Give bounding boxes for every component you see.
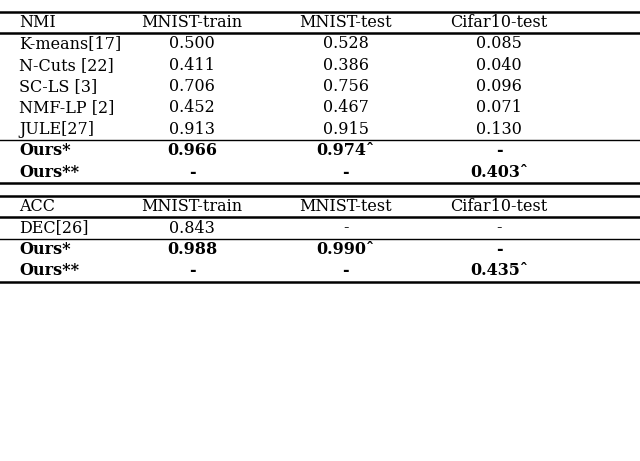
Text: ACC: ACC: [19, 198, 55, 215]
Text: 0.096: 0.096: [476, 78, 522, 95]
Text: -: -: [343, 219, 348, 236]
Text: 0.974ˆ: 0.974ˆ: [317, 142, 374, 160]
Text: Cifar10-test: Cifar10-test: [451, 14, 548, 31]
Text: -: -: [342, 164, 349, 181]
Text: Ours**: Ours**: [19, 164, 79, 181]
Text: -: -: [497, 219, 502, 236]
Text: MNIST-test: MNIST-test: [300, 14, 392, 31]
Text: 0.990ˆ: 0.990ˆ: [317, 241, 374, 258]
Text: MNIST-train: MNIST-train: [141, 14, 243, 31]
Text: 0.452: 0.452: [169, 100, 215, 117]
Text: 0.915: 0.915: [323, 121, 369, 138]
Text: 0.130: 0.130: [476, 121, 522, 138]
Text: DEC[26]: DEC[26]: [19, 219, 89, 236]
Text: 0.706: 0.706: [169, 78, 215, 95]
Text: Ours**: Ours**: [19, 262, 79, 279]
Text: 0.988: 0.988: [167, 241, 217, 258]
Text: 0.040: 0.040: [476, 57, 522, 74]
Text: SC-LS [3]: SC-LS [3]: [19, 78, 97, 95]
Text: 0.435ˆ: 0.435ˆ: [470, 262, 528, 279]
Text: 0.403ˆ: 0.403ˆ: [470, 164, 528, 181]
Text: N-Cuts [22]: N-Cuts [22]: [19, 57, 114, 74]
Text: 0.756: 0.756: [323, 78, 369, 95]
Text: Ours*: Ours*: [19, 142, 71, 160]
Text: 0.467: 0.467: [323, 100, 369, 117]
Text: -: -: [189, 262, 195, 279]
Text: MNIST-train: MNIST-train: [141, 198, 243, 215]
Text: K-means[17]: K-means[17]: [19, 35, 122, 52]
Text: 0.913: 0.913: [169, 121, 215, 138]
Text: 0.500: 0.500: [169, 35, 215, 52]
Text: 0.411: 0.411: [169, 57, 215, 74]
Text: MNIST-test: MNIST-test: [300, 198, 392, 215]
Text: -: -: [496, 241, 502, 258]
Text: Ours*: Ours*: [19, 241, 71, 258]
Text: 0.071: 0.071: [476, 100, 522, 117]
Text: Cifar10-test: Cifar10-test: [451, 198, 548, 215]
Text: NMI: NMI: [19, 14, 56, 31]
Text: 0.085: 0.085: [476, 35, 522, 52]
Text: 0.528: 0.528: [323, 35, 369, 52]
Text: -: -: [496, 142, 502, 160]
Text: NMF-LP [2]: NMF-LP [2]: [19, 100, 115, 117]
Text: 0.843: 0.843: [169, 219, 215, 236]
Text: -: -: [189, 164, 195, 181]
Text: 0.386: 0.386: [323, 57, 369, 74]
Text: 0.966: 0.966: [167, 142, 217, 160]
Text: -: -: [342, 262, 349, 279]
Text: JULE[27]: JULE[27]: [19, 121, 94, 138]
